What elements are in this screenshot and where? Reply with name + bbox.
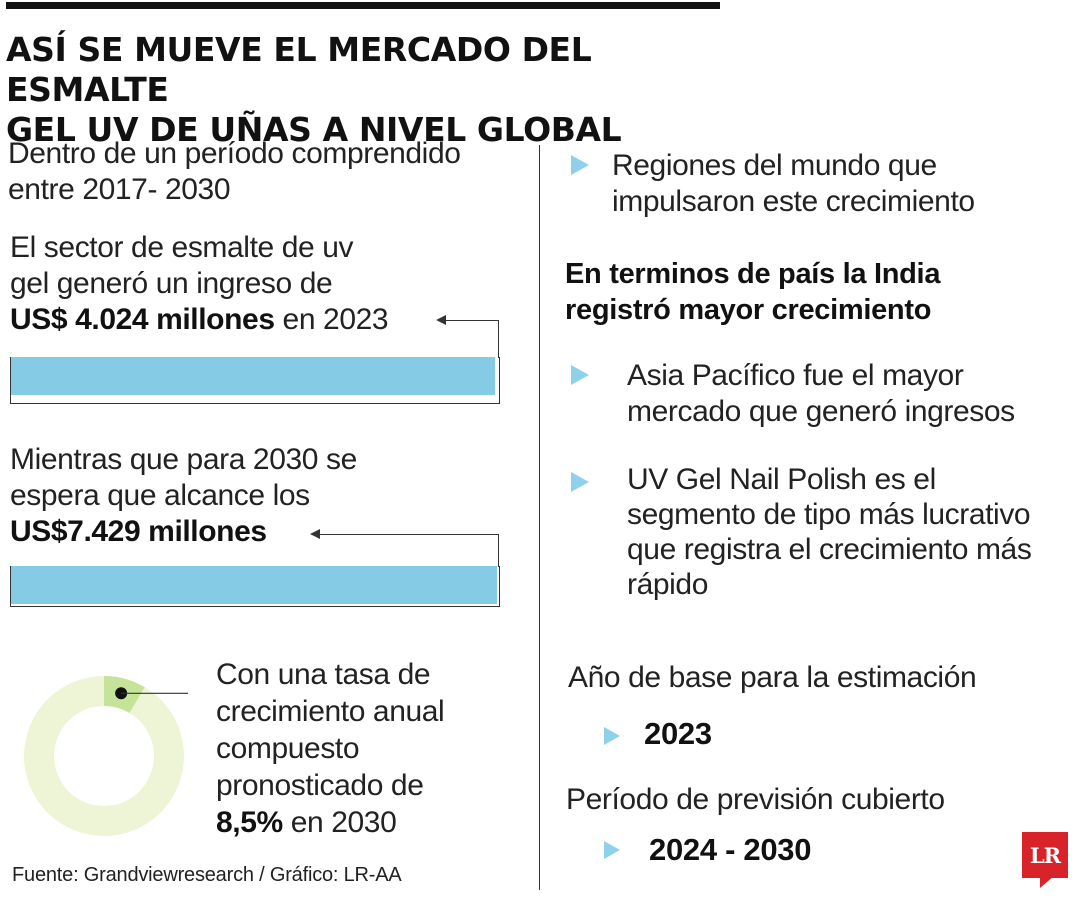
regions-text: Regiones del mundo que impulsaron este c… xyxy=(612,148,1072,220)
title-line-1: ASÍ SE MUEVE EL MERCADO DEL ESMALTE xyxy=(6,30,592,109)
column-divider xyxy=(539,145,540,890)
revenue-2023-line-3: US$ 4.024 millones en 2023 xyxy=(10,302,490,338)
pointer-arrow-2030 xyxy=(310,529,320,539)
uv-line-4: rápido xyxy=(627,568,708,601)
india-line-2: registró mayor crecimiento xyxy=(565,294,932,326)
cagr-line-5: 8,5% en 2030 xyxy=(216,804,526,841)
india-heading: En terminos de país la India registró ma… xyxy=(565,256,1065,328)
cagr-line-2: crecimiento anual xyxy=(216,695,445,728)
revenue-2030-line-2: espera que alcance los xyxy=(10,479,310,512)
forecast-period-value: 2024 - 2030 xyxy=(649,832,812,867)
base-year-value: 2023 xyxy=(644,716,712,751)
source-credit: Fuente: Grandviewresearch / Gráfico: LR-… xyxy=(12,864,402,886)
bullet-triangle-icon xyxy=(571,365,589,385)
uv-line-1: UV Gel Nail Polish es el xyxy=(627,463,936,496)
revenue-2023-text: El sector de esmalte de uv gel generó un… xyxy=(10,230,490,338)
donut-remaining-slice xyxy=(24,676,184,836)
uv-line-2: segmento de tipo más lucrativo xyxy=(627,498,1031,531)
asia-text: Asia Pacífico fue el mayor mercado que g… xyxy=(627,358,1077,430)
cagr-text: Con una tasa de crecimiento anual compue… xyxy=(216,656,526,841)
bullet-triangle-icon xyxy=(604,841,620,859)
bar-2030 xyxy=(11,566,497,604)
pointer-arrow-2023 xyxy=(436,315,446,325)
revenue-2023-suffix: en 2023 xyxy=(274,303,389,336)
lr-logo-tail xyxy=(1040,876,1054,888)
bullet-triangle-icon xyxy=(571,155,589,175)
bar-frame-2030 xyxy=(10,566,500,607)
asia-line-2: mercado que generó ingresos xyxy=(627,395,1015,428)
bar-frame-2023 xyxy=(10,357,500,404)
pointer-line-2023 xyxy=(446,320,499,358)
revenue-2023-line-2: gel generó un ingreso de xyxy=(10,267,333,300)
cagr-line-4: pronosticado de xyxy=(216,769,424,802)
revenue-2030-text: Mientras que para 2030 se espera que alc… xyxy=(10,442,490,550)
bullet-triangle-icon xyxy=(571,472,589,492)
period-text: Dentro de un período comprendido entre 2… xyxy=(8,136,533,208)
cagr-line-3: compuesto xyxy=(216,732,360,765)
revenue-2030-line-1: Mientras que para 2030 se xyxy=(10,443,357,476)
bullet-triangle-icon xyxy=(604,727,620,745)
regions-line-1: Regiones del mundo que xyxy=(612,149,937,182)
revenue-2030-line-3: US$7.429 millones xyxy=(10,514,490,550)
bar-2023 xyxy=(11,357,495,395)
lr-logo: LR xyxy=(1022,832,1068,878)
india-line-1: En terminos de país la India xyxy=(565,258,941,290)
pointer-line-2030 xyxy=(320,534,499,567)
uv-segment-text: UV Gel Nail Polish es el segmento de tip… xyxy=(627,462,1077,602)
revenue-2023-line-1: El sector de esmalte de uv xyxy=(10,231,354,264)
forecast-period-label: Período de previsión cubierto xyxy=(566,783,945,816)
period-line-2: entre 2017- 2030 xyxy=(8,173,231,206)
top-rule xyxy=(6,2,720,9)
cagr-donut-chart xyxy=(24,676,188,836)
infographic-title: ASÍ SE MUEVE EL MERCADO DEL ESMALTE GEL … xyxy=(6,30,736,150)
regions-line-2: impulsaron este crecimiento xyxy=(612,185,975,218)
cagr-line-1: Con una tasa de xyxy=(216,658,431,691)
cagr-value: 8,5% xyxy=(216,806,283,839)
cagr-suffix: en 2030 xyxy=(282,806,397,839)
title-line-2: GEL UV DE UÑAS A NIVEL GLOBAL xyxy=(6,110,622,149)
asia-line-1: Asia Pacífico fue el mayor xyxy=(627,359,964,392)
period-line-1: Dentro de un período comprendido xyxy=(8,137,461,170)
base-year-label: Año de base para la estimación xyxy=(568,661,977,694)
revenue-2030-value: US$7.429 millones xyxy=(10,515,267,548)
revenue-2023-value: US$ 4.024 millones xyxy=(10,303,275,336)
uv-line-3: que registra el crecimiento más xyxy=(627,533,1032,566)
